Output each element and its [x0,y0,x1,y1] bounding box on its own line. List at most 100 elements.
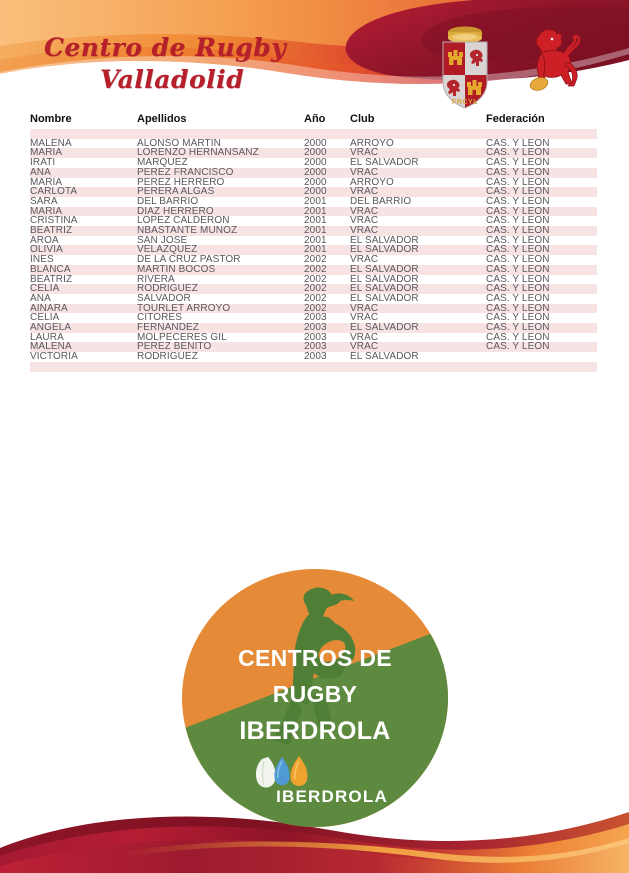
table-bottom-spacer-row [30,361,597,372]
spacer-cell [30,361,137,372]
cell-club: EL SALVADOR [350,245,486,256]
castilla-y-leon-coat-of-arms-icon [442,26,488,109]
column-header-nombre: Nombre [30,113,72,125]
spacer-cell [350,129,486,139]
cell-apellidos: LÓPEZ CALDERÓN [137,216,230,227]
cell-club: ARROYO [350,138,394,149]
cell-ano: 2002 [304,303,350,314]
table-row: MARÍA PÉREZ HERRERO 2000 ARROYO CAS. Y LEÓN [30,178,597,188]
cell-federacion: CAS. Y LEÓN [486,245,597,256]
cell-ano: 2001 [304,245,350,256]
page-title-line2: Valladolid [100,65,245,94]
spacer-cell [304,361,350,372]
cell-apellidos: PÉREZ FRANCISCO [137,167,304,178]
cell-apellidos: PERERA ALGAS [137,187,304,197]
roster-table-container: Nombre Apellidos Año Club Federación MAL… [0,110,629,372]
cell-federacion: CAS. Y LEÓN [486,138,550,149]
cell-federacion: CAS. Y LEÓN [486,323,597,333]
cell-nombre: BEATRIZ [30,226,137,236]
cell-federacion: CAS. Y LEÓN [486,274,550,285]
column-header-club: Club [350,113,375,125]
table-row: CRISTINA LÓPEZ CALDERÓN 2001 VRAC CAS. Y LEÓ… [30,216,597,226]
cell-club: VRAC [350,255,379,265]
cell-federacion: CAS. Y LEÓN [486,206,597,217]
cell-club: VRAC [350,148,486,159]
table-row: IRATI MÁRQUEZ 2000 EL SALVADOR CAS. Y LEÓN [30,158,597,168]
cell-ano: 2003 [304,313,327,324]
cell-apellidos: RODRIGUEZ [137,284,304,294]
table-row: CELIA CITORES 2003 VRAC CAS. Y LEÓN [30,313,597,323]
cell-nombre: ÁNGELA [30,323,137,333]
rugby-ball-icon [313,635,351,667]
spacer-cell [304,129,350,139]
cell-apellidos: SAN JOSÉ [137,235,188,246]
cell-club: EL SALVADOR [350,352,419,362]
cell-club: VRAC [350,206,486,217]
cell-apellidos: DÍAZ HERRERO [137,206,304,217]
iberdrola-mark-icon [255,756,308,788]
page-title: Centro de Rugby Valladolid [44,33,334,95]
table-row: BEATRIZ NBASTANTE MUÑOZ 2001 VRAC CAS. Y LEÓ… [30,226,597,236]
rugby-federation-lion-icon [529,29,581,91]
roster-table-body: MALENA ALONSO MARTÍN 2000 ARROYO CAS. Y LEÓN… [30,129,597,372]
cell-apellidos: NBASTANTE MUÑOZ [137,226,304,236]
cell-apellidos: PÉREZ BENITO [137,342,304,353]
cell-club: VRAC [350,332,379,343]
cell-federacion: CAS. Y LEÓN [486,187,597,197]
cell-club: VRAC [350,167,486,178]
cell-nombre: OLIVIA [30,245,137,256]
cell-nombre: MARÍA [30,177,63,188]
cell-federacion: CAS. Y LEÓN [486,255,550,265]
cell-ano: 2001 [304,235,327,246]
centros-de-rugby-iberdrola-badge [182,569,448,827]
spacer-cell [137,129,304,139]
cell-nombre: BEATRIZ [30,274,73,285]
cell-nombre: LAURA [30,332,64,343]
cell-ano: 2002 [304,274,327,285]
cell-ano: 2002 [304,255,327,265]
cell-ano: 2002 [304,284,350,294]
cell-federacion: CAS. Y LEÓN [486,313,550,324]
cell-nombre: AINARA [30,303,137,314]
cell-club: EL SALVADOR [350,274,419,285]
roster-table-head: Nombre Apellidos Año Club Federación [30,110,597,129]
cell-federacion: CAS. Y LEÓN [486,332,550,343]
cell-ano: 2003 [304,332,327,343]
table-row: LAURA MOLPECERES GIL 2003 VRAC CAS. Y LEÓN [30,333,597,343]
cell-club: VRAC [350,342,486,353]
column-header-federacion: Federación [486,113,545,125]
cell-ano: 2003 [304,352,327,362]
column-header-apellidos: Apellidos [137,113,187,125]
table-row: VICTORIA RODRIGUEZ 2003 EL SALVADOR [30,352,597,362]
table-row: BLANCA MARTÍN BOCOS 2002 EL SALVADOR CAS. Y … [30,264,597,275]
spacer-cell [30,129,137,139]
cell-club: EL SALVADOR [350,158,419,168]
cell-nombre: ANA [30,167,137,178]
table-row: CARLOTA PERERA ALGAS 2000 VRAC CAS. Y LEÓN [30,187,597,197]
cell-club: VRAC [350,313,379,324]
page-title-line1: Centro de Rugby [44,33,287,62]
cell-federacion: CAS. Y LEÓN [486,264,597,275]
cell-apellidos: FERNÁNDEZ [137,323,304,333]
cell-federacion: CAS. Y LEÓN [486,177,550,188]
cell-ano: 2003 [304,342,350,353]
cell-federacion: CAS. Y LEÓN [486,167,597,178]
leaf-icon [255,757,276,788]
cell-apellidos: TOURLET ARROYO [137,303,304,314]
cell-ano: 2000 [304,167,350,178]
spacer-cell [137,361,304,372]
cell-apellidos: RODRIGUEZ [137,352,198,362]
cell-apellidos: LORENZO HERNANSANZ [137,148,304,159]
cell-ano: 2002 [304,293,327,304]
cell-ano: 2001 [304,226,350,236]
cell-apellidos: MARTÍN BOCOS [137,264,304,275]
table-row: SARA DEL BARRIO 2001 DEL BARRIO CAS. Y LEÓN [30,197,597,207]
table-row: INÉS DE LA CRUZ PASTOR 2002 VRAC CAS. Y LEÓN [30,255,597,265]
cell-nombre: INÉS [30,255,54,265]
table-row: MARÍA LORENZO HERNANSANZ 2000 VRAC CAS. Y LE… [30,148,597,159]
cell-federacion: CAS. Y LEÓN [486,284,597,294]
cell-club: EL SALVADOR [350,264,486,275]
cell-apellidos: MOLPECERES GIL [137,332,227,343]
cell-club: VRAC [350,303,486,314]
